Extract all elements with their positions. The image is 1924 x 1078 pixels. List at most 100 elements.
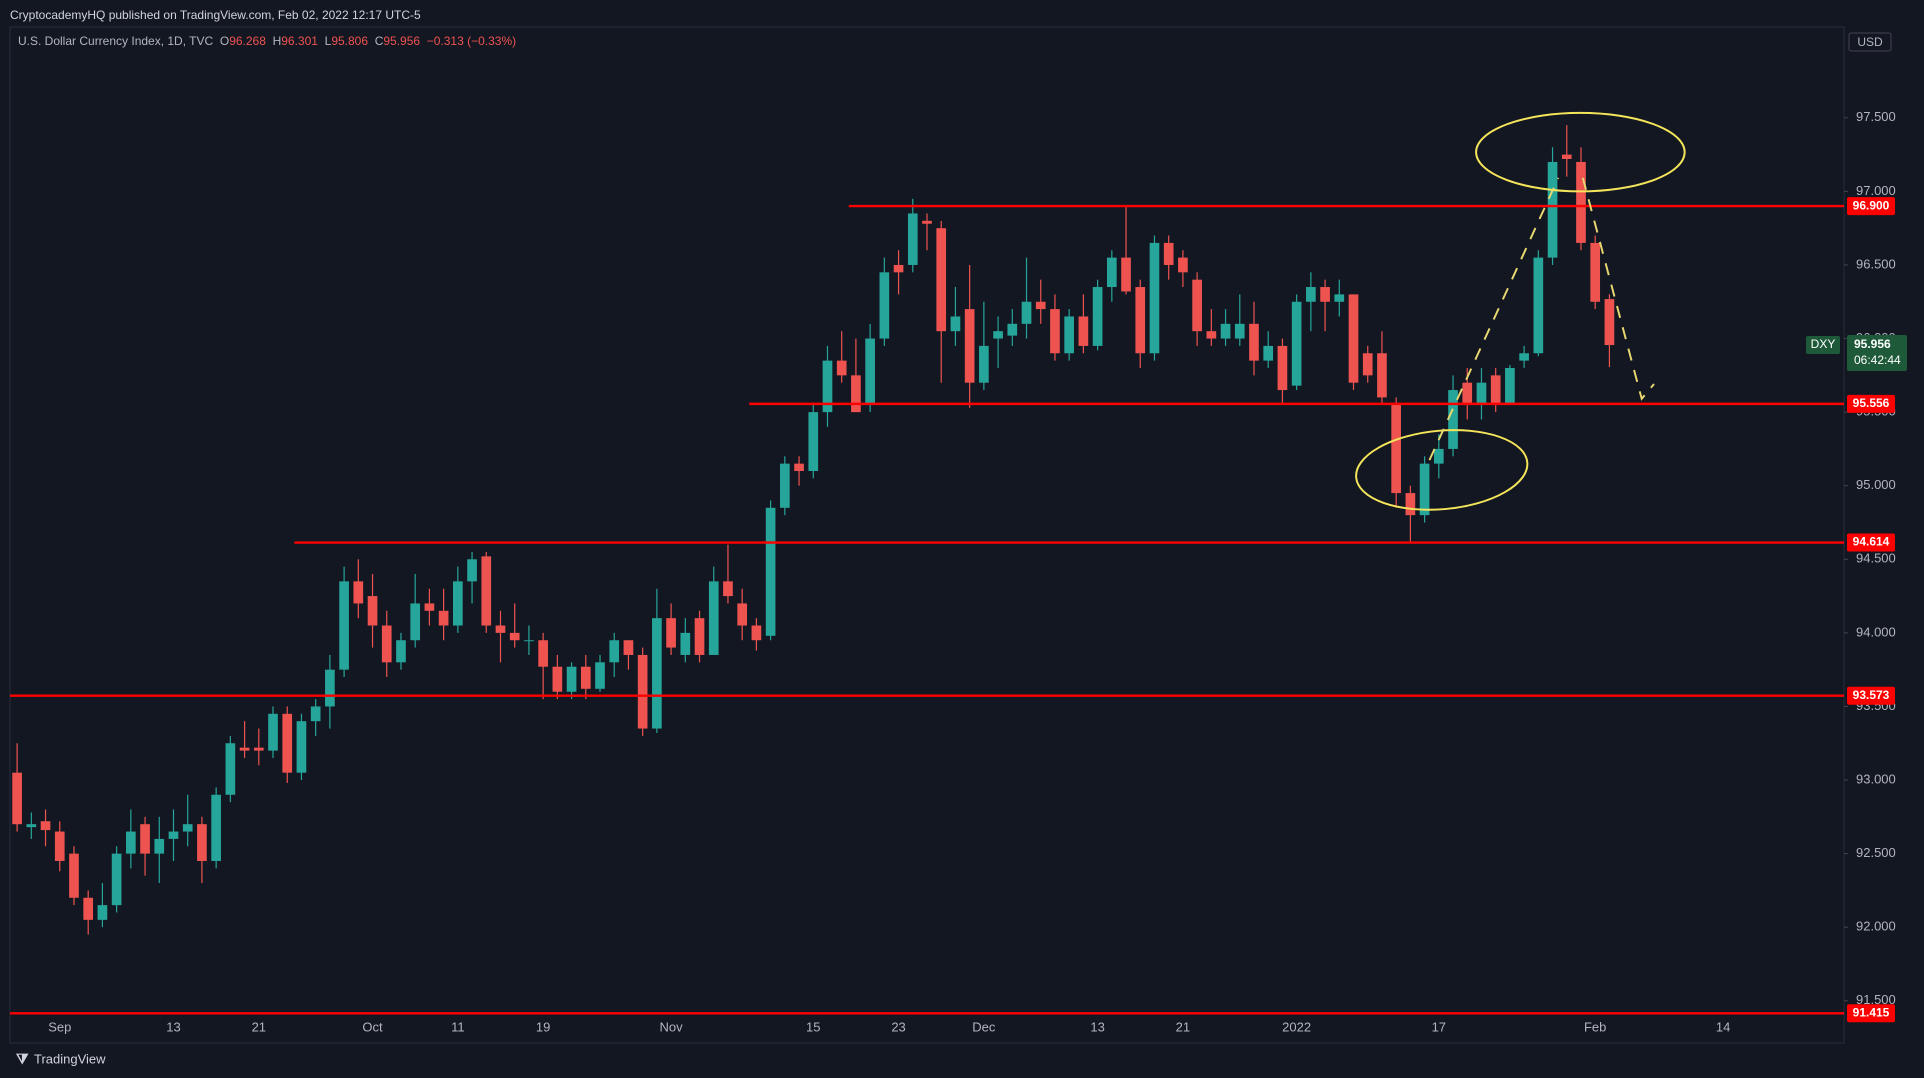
candle-body <box>1462 382 1473 405</box>
candle-body <box>126 831 136 854</box>
candle-body <box>851 375 861 413</box>
candle-body <box>1249 323 1259 361</box>
candle-body <box>1192 279 1202 332</box>
y-tick-label: 97.000 <box>1856 183 1896 198</box>
candle-body <box>1419 463 1430 516</box>
candle-body <box>1178 257 1188 273</box>
candle-body <box>1206 331 1217 339</box>
candle-body <box>1604 299 1615 346</box>
candle-body <box>1362 353 1373 376</box>
publisher: CryptocademyHQ published on TradingView.… <box>10 8 421 22</box>
candle-body <box>1291 301 1302 386</box>
candle-body <box>950 316 961 332</box>
brand: TradingView <box>34 1051 106 1066</box>
candle-body <box>97 905 108 920</box>
ohlc-value: 95.956 <box>383 34 421 48</box>
candle-body <box>694 618 705 655</box>
candle-body <box>282 713 293 773</box>
candle-body <box>1519 353 1529 361</box>
candle-body <box>1405 493 1416 516</box>
candle-body <box>1533 257 1544 354</box>
candle-body <box>40 821 51 831</box>
candle-body <box>211 794 221 861</box>
candle-body <box>83 897 94 920</box>
candle-body <box>310 706 321 722</box>
candle-body <box>751 625 762 641</box>
candle-body <box>538 640 548 667</box>
candle-body <box>524 640 534 642</box>
level-label: 91.415 <box>1853 1005 1890 1019</box>
candle-body <box>12 772 22 825</box>
candle-body <box>1334 294 1345 302</box>
candle-body <box>111 853 122 906</box>
annotation-path <box>1428 177 1560 461</box>
price-box <box>1847 335 1907 372</box>
y-tick-label: 94.000 <box>1856 624 1896 639</box>
x-tick-label: 19 <box>536 1019 550 1034</box>
x-tick-label: Feb <box>1584 1019 1606 1034</box>
level-label: 96.900 <box>1853 198 1890 212</box>
change: −0.313 (−0.33%) <box>426 34 517 48</box>
candle-body <box>1547 161 1558 258</box>
candle-body <box>54 831 65 861</box>
legend: U.S. Dollar Currency Index, 1D, TVC O96.… <box>18 34 516 48</box>
candle-body <box>1064 316 1075 354</box>
x-tick-label: 14 <box>1716 1019 1730 1034</box>
candle-body <box>69 853 79 898</box>
x-tick-label: Sep <box>48 1019 71 1034</box>
candle-body <box>396 640 406 663</box>
x-tick-label: 17 <box>1432 1019 1446 1034</box>
currency: USD <box>1857 35 1883 49</box>
x-tick-label: Dec <box>972 1019 996 1034</box>
candle-body <box>737 603 748 626</box>
candle-body <box>140 824 150 854</box>
x-tick-label: 21 <box>1176 1019 1190 1034</box>
level-label-box <box>1847 686 1895 705</box>
candle-body <box>1149 242 1160 354</box>
candle-body <box>154 838 165 854</box>
candle-body <box>1348 294 1359 383</box>
ohlc-value: 95.806 <box>331 34 369 48</box>
candle-body <box>964 309 975 383</box>
candle-body <box>1505 367 1515 405</box>
candle-body <box>353 581 364 604</box>
candle-body <box>1135 287 1146 354</box>
candle-body <box>936 228 947 332</box>
candle-body <box>1106 257 1117 288</box>
candle-body <box>253 747 264 751</box>
level-label: 93.573 <box>1853 688 1890 702</box>
level-label-box <box>1847 1004 1895 1023</box>
x-tick-label: 13 <box>1090 1019 1104 1034</box>
x-tick-label: 11 <box>451 1019 465 1034</box>
candle-body <box>723 581 733 597</box>
candle-body <box>836 360 847 376</box>
candle-body <box>1576 161 1586 243</box>
candle-body <box>339 581 349 670</box>
candle-body <box>239 747 250 751</box>
candle-body <box>1078 316 1089 346</box>
candle-body <box>182 824 193 832</box>
x-tick-label: 21 <box>252 1019 266 1034</box>
candle-body <box>1035 301 1046 310</box>
symbol-box <box>1806 336 1840 355</box>
candle-body <box>609 640 620 663</box>
candle-body <box>1377 353 1387 398</box>
y-tick-label: 92.500 <box>1856 845 1896 860</box>
candle-body <box>1391 404 1401 494</box>
y-tick-label: 94.500 <box>1856 551 1896 566</box>
candle-body <box>1021 301 1032 324</box>
candle-body <box>1220 323 1231 339</box>
candle-body <box>623 640 634 655</box>
annotation-ellipse <box>1355 429 1529 511</box>
candle-body <box>197 824 207 861</box>
last-price: 95.956 <box>1854 337 1891 351</box>
candle-body <box>1277 345 1288 391</box>
candle-body <box>808 412 819 471</box>
annotation-ellipse <box>1475 111 1686 193</box>
candle-body <box>580 666 591 689</box>
candle-body <box>1561 154 1572 160</box>
ohlc-value: 96.301 <box>281 34 318 48</box>
symbol-label: DXY <box>1811 337 1836 351</box>
candle-body <box>1263 345 1274 361</box>
